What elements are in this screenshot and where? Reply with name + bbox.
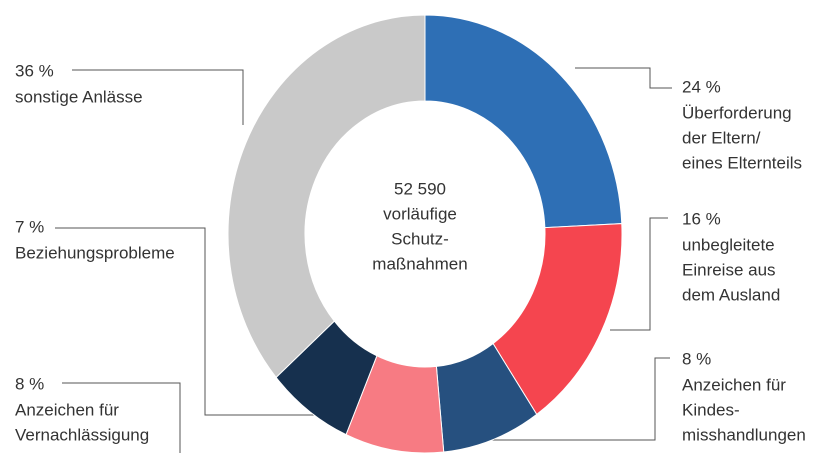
center-text: 52 590 [394,179,446,198]
leader-line [62,382,181,453]
category-label: der Eltern/ [682,128,761,147]
value-label: 8 % [682,349,711,368]
center-text: Schutz- [391,229,449,248]
center-text: vorläufige [383,204,457,223]
donut-segment [424,14,623,229]
value-label: 16 % [682,209,721,228]
category-label: sonstige Anlässe [15,87,143,106]
center-text: maßnahmen [372,254,467,273]
value-label: 7 % [15,217,44,236]
value-label: 24 % [682,77,721,96]
category-label: eines Elternteils [682,153,802,172]
value-label: 8 % [15,374,44,393]
category-label: unbegleitete [682,235,775,254]
leader-line [610,217,668,331]
leader-line [490,357,670,441]
leader-lines [55,67,672,453]
category-label: misshandlungen [682,425,806,444]
donut-segment [227,14,426,379]
category-label: Kindes- [682,400,740,419]
category-label: Anzeichen für [15,400,119,419]
leader-line [72,69,244,125]
value-label: 36 % [15,61,54,80]
category-label: Vernachlässigung [15,425,149,444]
category-label: Anzeichen für [682,375,786,394]
leader-line [575,67,672,89]
category-label: dem Ausland [682,285,780,304]
leader-line [55,227,345,416]
category-label: Einreise aus [682,260,776,279]
category-label: Beziehungsprobleme [15,243,175,262]
category-label: Überforderung [682,103,792,122]
